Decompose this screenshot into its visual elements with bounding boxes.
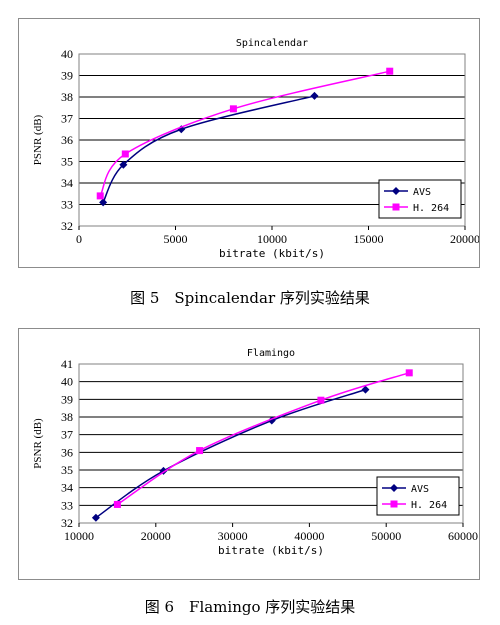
chart2-x-axis-label: bitrate (kbit/s) <box>218 544 324 557</box>
chart1-series-0-line <box>102 95 315 203</box>
chart-flamingo-svg: Flamingo 32 33 34 35 36 37 38 39 40 41 10000 20000 30… <box>32 348 478 557</box>
chart1-y-tick-label: 36 <box>61 133 73 147</box>
chart1-title: Spincalendar <box>236 38 308 49</box>
chart1-legend <box>378 179 462 219</box>
chart2-plot-area <box>78 363 464 524</box>
chart1-x-tick-label: 15000 <box>354 232 384 246</box>
chart1-y-tick-label: 39 <box>61 69 73 83</box>
chart1-series-0-point <box>99 198 108 207</box>
chart2-y-tick-label: 38 <box>61 410 73 424</box>
chart2-legend-label-0: AVS <box>411 484 429 495</box>
chart1-y-tick-label: 33 <box>61 198 73 212</box>
chart2-y-tick-label: 36 <box>61 445 73 459</box>
chart2-y-axis-label: PSNR (dB) <box>32 418 44 469</box>
chart2-legend <box>376 476 460 516</box>
chart1-series-1-line <box>99 70 390 197</box>
chart2-y-tick-label: 39 <box>61 392 73 406</box>
chart-spincalendar-svg: Spincalendar 32 33 34 35 36 37 38 39 40 0 5000 10000… <box>32 38 479 260</box>
chart1-series-1-point <box>121 150 129 158</box>
chart1-x-tick-label: 20000 <box>450 232 479 246</box>
chart2-y-tick-label: 33 <box>61 498 73 512</box>
chart2-legend-marker-0 <box>390 484 398 492</box>
chart1-legend-label-1: H. 264 <box>413 203 449 214</box>
chart2-x-tick-label: 30000 <box>218 529 248 543</box>
chart2-y-tick-label: 37 <box>61 428 73 442</box>
chart2-x-tick-label: 10000 <box>64 529 94 543</box>
chart1-y-tick-label: 34 <box>61 176 73 190</box>
chart1-legend-label-0: AVS <box>413 187 431 198</box>
chart-spincalendar: Spincalendar 32 33 34 35 36 37 38 39 40 0 5000 10000… <box>18 18 480 268</box>
chart2-series-1-line <box>116 372 410 506</box>
chart2-y-tick-label: 41 <box>61 357 73 371</box>
chart1-series-0-point <box>119 160 128 169</box>
chart2-y-tick-label: 35 <box>61 463 73 477</box>
chart2-legend-marker-1 <box>390 500 398 508</box>
chart2-series-1-point <box>405 369 413 377</box>
chart1-y-axis-label: PSNR (dB) <box>32 114 44 165</box>
figure-caption-6: 图 6 Flamingo 序列实验结果 <box>144 598 356 616</box>
chart2-title: Flamingo <box>247 348 295 359</box>
chart1-y-tick-label: 32 <box>61 219 73 233</box>
chart2-series-1-point <box>317 396 325 404</box>
chart2-series-1-point <box>113 500 121 508</box>
chart1-series-1-point <box>386 67 394 75</box>
chart1-legend-marker-0 <box>392 187 400 195</box>
chart2-legend-label-1: H. 264 <box>411 500 447 511</box>
chart1-series-1-point <box>229 105 237 113</box>
chart-flamingo: Flamingo 32 33 34 35 36 37 38 39 40 41 10000 20000 30… <box>18 328 480 580</box>
chart2-y-tick-label: 40 <box>61 375 73 389</box>
chart2-x-tick-label: 50000 <box>371 529 401 543</box>
chart2-series-0-point <box>361 385 370 394</box>
chart2-x-tick-label: 20000 <box>141 529 171 543</box>
chart2-x-tick-label: 40000 <box>294 529 324 543</box>
chart2-y-tick-label: 32 <box>61 516 73 530</box>
chart1-legend-marker-1 <box>392 203 400 211</box>
chart1-x-axis-label: bitrate (kbit/s) <box>219 247 325 260</box>
figure-caption-5: 图 5 Spincalendar 序列实验结果 <box>130 289 370 307</box>
chart1-y-tick-label: 40 <box>61 47 73 61</box>
chart2-y-tick-label: 34 <box>61 481 73 495</box>
chart2-series-0-line <box>95 388 366 519</box>
chart1-y-tick-label: 38 <box>61 90 73 104</box>
chart1-series-0-point <box>310 91 319 100</box>
chart1-x-tick-label: 0 <box>76 232 82 246</box>
chart2-x-tick-label: 60000 <box>448 529 478 543</box>
chart2-series-0-point <box>267 416 276 425</box>
chart1-series-1-point <box>96 192 104 200</box>
chart2-series-1-point <box>196 447 204 455</box>
chart1-x-tick-label: 10000 <box>257 232 287 246</box>
chart1-x-tick-label: 5000 <box>164 232 188 246</box>
chart2-series-0-point <box>91 513 100 522</box>
chart1-y-tick-label: 37 <box>61 112 73 126</box>
chart1-y-tick-label: 35 <box>61 155 73 169</box>
